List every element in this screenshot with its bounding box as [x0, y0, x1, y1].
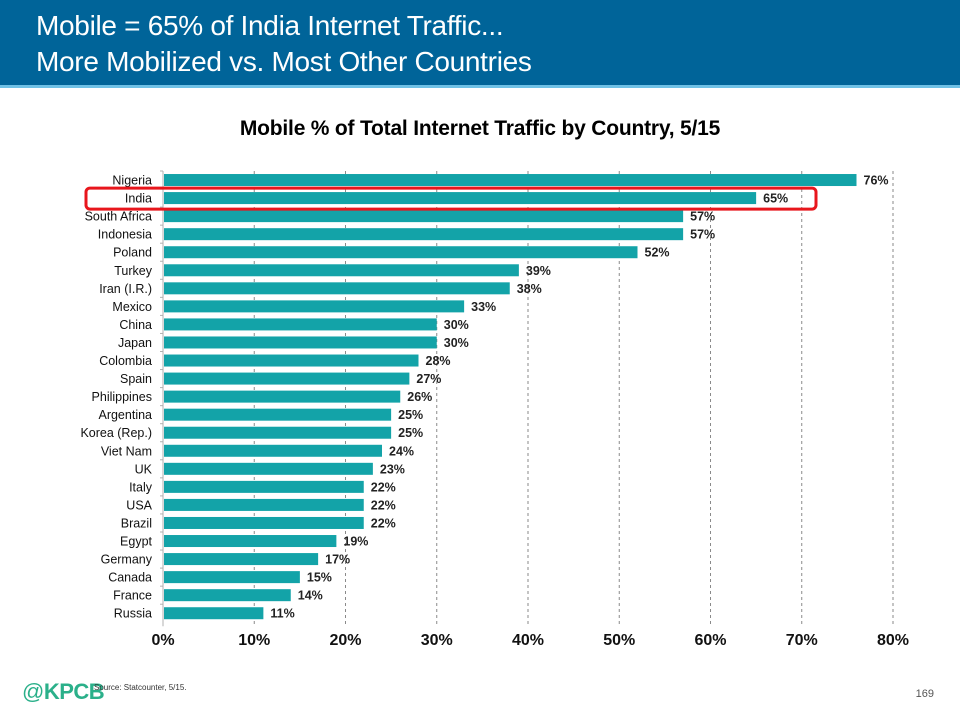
category-label: UK	[135, 462, 153, 476]
bar-italy	[164, 480, 364, 493]
gridlines	[253, 171, 894, 627]
category-label: Argentina	[98, 408, 152, 422]
x-tick-label: 70%	[786, 632, 818, 649]
bar-philippines	[164, 390, 401, 403]
x-tick-label: 40%	[512, 632, 544, 649]
category-label: Indonesia	[98, 228, 152, 242]
axes: 0% 10% 20% 30% 40% 50% 60% 70% 80%	[151, 170, 909, 649]
category-label: Korea (Rep.)	[80, 426, 152, 440]
bar-argentina	[164, 408, 392, 421]
bar-usa	[164, 498, 364, 511]
category-label: Turkey	[114, 264, 152, 278]
chart-title: Mobile % of Total Internet Traffic by Co…	[239, 117, 721, 140]
data-label: 23%	[380, 462, 405, 476]
x-tick-label: 50%	[603, 632, 635, 649]
bar-turkey	[164, 264, 519, 277]
bar-south-africa	[164, 210, 684, 223]
data-label: 30%	[444, 336, 469, 350]
bar-poland	[164, 246, 638, 259]
x-tick-label: 0%	[151, 632, 174, 649]
labels: Nigeria 76% India 65% South Africa 57% Indones…	[80, 174, 888, 621]
data-label: 38%	[517, 282, 542, 296]
bar-canada	[164, 571, 300, 584]
category-label: Japan	[118, 336, 152, 350]
slide-title-line-1: Mobile = 65% of India Internet Traffic..…	[36, 10, 504, 41]
category-label: Germany	[101, 553, 153, 567]
bar-brazil	[164, 516, 364, 529]
kpcb-logo: @KPCB	[22, 679, 105, 705]
category-label: Poland	[113, 246, 152, 260]
data-label: 25%	[398, 408, 423, 422]
logo-text: KPCB	[43, 679, 105, 704]
x-tick-label: 80%	[877, 632, 909, 649]
data-label: 19%	[343, 535, 368, 549]
data-label: 26%	[407, 390, 432, 404]
category-label: Iran (I.R.)	[99, 282, 152, 296]
category-label: France	[113, 589, 152, 603]
bar-iran-i-r	[164, 282, 510, 295]
category-label: Egypt	[120, 535, 152, 549]
x-tick-label: 20%	[329, 632, 361, 649]
data-label: 22%	[371, 480, 396, 494]
data-label: 25%	[398, 426, 423, 440]
data-label: 57%	[690, 210, 715, 224]
bar-viet-nam	[164, 444, 382, 457]
data-label: 22%	[371, 516, 396, 530]
category-label: Brazil	[121, 516, 152, 530]
logo-at: @	[22, 679, 44, 704]
bar-colombia	[164, 354, 419, 367]
bar-uk	[164, 462, 373, 475]
slide-title-line-2: More Mobilized vs. Most Other Countries	[36, 46, 532, 77]
category-label: Canada	[108, 571, 152, 585]
category-label: Nigeria	[112, 174, 152, 188]
bars	[164, 174, 857, 620]
bar-germany	[164, 553, 319, 566]
bar-egypt	[164, 535, 337, 548]
category-label: Viet Nam	[101, 444, 152, 458]
page-number: 169	[915, 688, 934, 700]
bar-korea-rep	[164, 426, 392, 439]
data-label: 39%	[526, 264, 551, 278]
bar-india	[164, 192, 757, 205]
data-label: 28%	[426, 354, 451, 368]
bar-france	[164, 589, 291, 602]
bar-china	[164, 318, 437, 331]
category-label: Mexico	[112, 300, 152, 314]
bar-russia	[164, 607, 264, 620]
highlight-box-india	[84, 186, 818, 211]
bar-nigeria	[164, 174, 857, 187]
category-label: Italy	[129, 480, 153, 494]
category-label: South Africa	[85, 210, 152, 224]
data-label: 14%	[298, 589, 323, 603]
category-label: China	[119, 318, 152, 332]
category-label: India	[125, 192, 152, 206]
data-label: 76%	[864, 174, 889, 188]
category-label: USA	[126, 498, 152, 512]
source-note: Source: Statcounter, 5/15.	[94, 683, 187, 692]
data-label: 52%	[645, 246, 670, 260]
x-tick-label: 10%	[238, 632, 270, 649]
category-label: Russia	[114, 607, 152, 621]
category-label: Philippines	[92, 390, 152, 404]
data-label: 30%	[444, 318, 469, 332]
bar-japan	[164, 336, 437, 349]
data-label: 33%	[471, 300, 496, 314]
data-label: 24%	[389, 444, 414, 458]
bar-spain	[164, 372, 410, 385]
bar-indonesia	[164, 228, 684, 241]
x-tick-label: 60%	[694, 632, 726, 649]
category-label: Colombia	[99, 354, 152, 368]
data-label: 17%	[325, 553, 350, 567]
data-label: 65%	[763, 192, 788, 206]
x-tick-label: 30%	[421, 632, 453, 649]
data-label: 27%	[416, 372, 441, 386]
category-label: Spain	[120, 372, 152, 386]
data-label: 57%	[690, 228, 715, 242]
data-label: 22%	[371, 498, 396, 512]
bar-mexico	[164, 300, 465, 313]
data-label: 15%	[307, 571, 332, 585]
slide-header: Mobile = 65% of India Internet Traffic..…	[0, 0, 960, 88]
data-label: 11%	[270, 607, 294, 621]
